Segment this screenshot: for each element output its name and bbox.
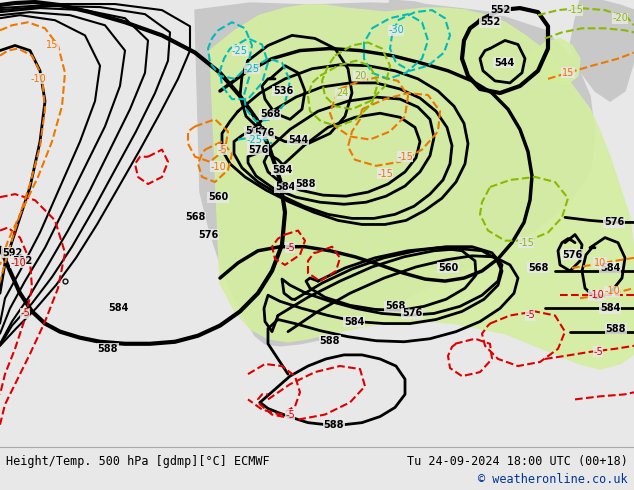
Text: -15: -15: [518, 238, 534, 247]
Text: 588: 588: [605, 323, 626, 334]
Text: 576: 576: [604, 218, 624, 227]
Text: -5: -5: [20, 308, 30, 318]
Text: 576: 576: [562, 250, 582, 260]
Text: 588: 588: [320, 336, 340, 346]
Text: 588: 588: [295, 179, 315, 189]
Text: 568: 568: [185, 212, 205, 222]
Text: Height/Temp. 500 hPa [gdmp][°C] ECMWF: Height/Temp. 500 hPa [gdmp][°C] ECMWF: [6, 455, 269, 468]
Text: 584: 584: [344, 317, 364, 326]
Text: 15: 15: [562, 68, 574, 78]
Text: 10: 10: [594, 258, 606, 268]
Text: 576: 576: [254, 128, 274, 139]
Text: 544: 544: [494, 58, 514, 68]
Text: -25: -25: [244, 64, 260, 74]
Text: -15: -15: [567, 5, 583, 15]
Text: 584: 584: [272, 165, 292, 175]
Text: 552: 552: [490, 5, 510, 15]
Polygon shape: [210, 5, 634, 369]
Text: -5: -5: [525, 311, 535, 320]
Text: 584: 584: [108, 303, 128, 314]
Text: 544: 544: [288, 135, 308, 145]
Text: -15: -15: [397, 152, 413, 162]
Text: -5: -5: [217, 145, 227, 155]
Text: Tu 24-09-2024 18:00 UTC (00+18): Tu 24-09-2024 18:00 UTC (00+18): [407, 455, 628, 468]
Text: -10: -10: [10, 258, 26, 268]
Text: 584: 584: [275, 182, 295, 192]
Text: 568: 568: [260, 109, 280, 119]
Polygon shape: [385, 0, 468, 76]
Text: 576: 576: [198, 230, 218, 240]
Polygon shape: [530, 38, 580, 86]
Text: -5: -5: [593, 347, 603, 357]
Text: 536: 536: [273, 86, 293, 96]
Text: 24: 24: [336, 88, 348, 98]
Text: -20: -20: [612, 13, 628, 23]
Polygon shape: [470, 79, 495, 101]
Text: -25: -25: [232, 46, 248, 55]
Text: 568: 568: [528, 263, 548, 273]
Text: -15: -15: [377, 169, 393, 179]
Text: 576: 576: [248, 145, 268, 155]
Text: 584: 584: [600, 263, 620, 273]
Text: 592: 592: [2, 248, 22, 258]
Text: 568: 568: [385, 301, 405, 311]
Text: 15: 15: [46, 41, 58, 50]
Text: -5: -5: [285, 243, 295, 253]
Text: 576: 576: [402, 308, 422, 318]
Text: -25: -25: [247, 135, 263, 145]
Polygon shape: [570, 0, 634, 101]
Text: 584: 584: [600, 303, 620, 314]
Text: -10: -10: [210, 162, 226, 172]
Text: 20: 20: [354, 71, 366, 81]
Text: 588: 588: [98, 344, 119, 354]
Text: 552: 552: [480, 17, 500, 27]
Text: 588: 588: [324, 419, 344, 430]
Text: -10: -10: [588, 290, 604, 300]
Text: 592: 592: [12, 256, 32, 266]
Text: 560: 560: [438, 263, 458, 273]
Text: -5: -5: [285, 410, 295, 419]
Text: -30: -30: [388, 25, 404, 35]
Text: © weatheronline.co.uk: © weatheronline.co.uk: [479, 473, 628, 487]
Text: -10: -10: [604, 286, 620, 296]
Text: -10: -10: [30, 74, 46, 84]
Text: 568: 568: [245, 126, 265, 136]
Polygon shape: [195, 3, 595, 346]
Text: 560: 560: [208, 192, 228, 202]
